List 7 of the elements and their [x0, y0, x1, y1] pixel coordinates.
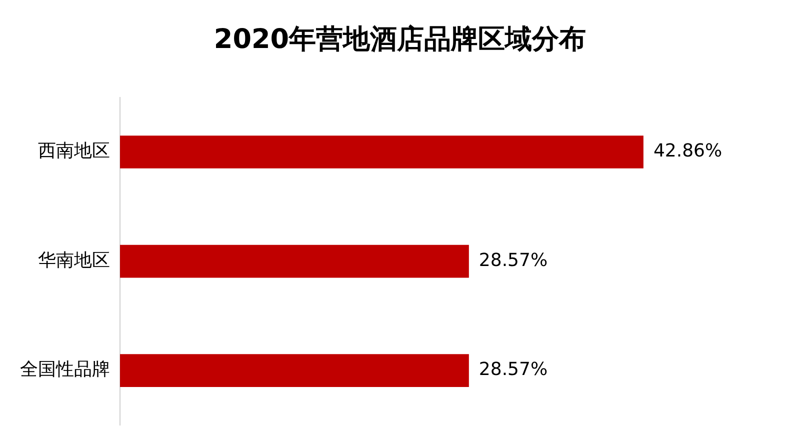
chart-title: 2020年营地酒店品牌区域分布 — [214, 24, 586, 56]
data-label: 28.57% — [478, 359, 548, 380]
data-label: 42.86% — [653, 140, 722, 162]
y-tick-label: 西南地区 — [38, 140, 110, 162]
y-tick-label: 华南地区 — [38, 250, 110, 271]
data-label: 28.57% — [478, 250, 548, 271]
y-tick-label: 全国性品牌 — [20, 359, 110, 380]
